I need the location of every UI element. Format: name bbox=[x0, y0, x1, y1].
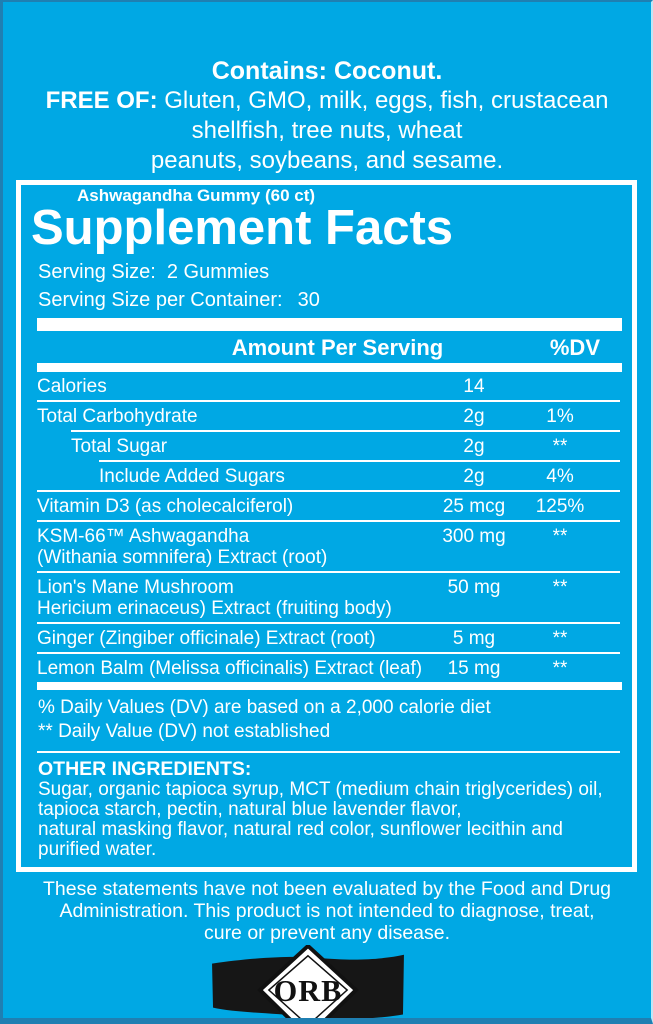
contains-statement: Contains: Coconut. bbox=[211, 57, 443, 85]
nutrient-name: Total Carbohydrate bbox=[37, 406, 198, 427]
other-ingredient-line: tapioca starch, pectin, natural blue lav… bbox=[38, 799, 462, 820]
row-separator bbox=[37, 622, 620, 624]
row-separator bbox=[37, 490, 620, 492]
nutrient-dv: 4% bbox=[546, 466, 574, 487]
fda-disclaimer: These statements have not been evaluated… bbox=[3, 878, 651, 944]
divider-bar-header bbox=[37, 363, 622, 372]
orb-logo: ORB bbox=[3, 945, 632, 1018]
row-separator bbox=[37, 652, 620, 654]
other-ingredient-line: purified water. bbox=[38, 839, 157, 860]
logo-diamond bbox=[257, 945, 359, 1018]
servings-per-container: Serving Size per Container: 30 bbox=[38, 286, 632, 314]
nutrient-amount: 300 mg bbox=[442, 526, 506, 547]
row-separator bbox=[37, 400, 620, 402]
nutrient-amount: 2g bbox=[463, 406, 485, 427]
orb-logo-graphic: ORB bbox=[212, 945, 404, 1018]
serving-size-label: Serving Size: bbox=[38, 261, 156, 283]
nutrient-name: Vitamin D3 (as cholecalciferol) bbox=[37, 496, 294, 517]
nutrient-name: KSM-66™ Ashwagandha (Withania somnifera) … bbox=[37, 526, 328, 568]
table-row: Vitamin D3 (as cholecalciferol) 25 mcg 125… bbox=[21, 492, 632, 520]
table-row: KSM-66™ Ashwagandha (Withania somnifera) … bbox=[21, 522, 632, 571]
other-ingredients: OTHER INGREDIENTS: Sugar, organic tapioc… bbox=[21, 753, 632, 867]
other-ingredients-list: Sugar, organic tapioca syrup, MCT (mediu… bbox=[38, 780, 626, 860]
nutrient-dv: 1% bbox=[546, 406, 574, 427]
servings-per-container-value: 30 bbox=[297, 289, 320, 311]
nutrient-name: Ginger (Zingiber officinale) Extract (ro… bbox=[37, 628, 376, 649]
table-row: Ginger (Zingiber officinale) Extract (ro… bbox=[21, 624, 632, 652]
table-row: Total Carbohydrate 2g 1% bbox=[21, 402, 632, 430]
free-of-line2: shellfish, tree nuts, wheat bbox=[191, 117, 463, 144]
free-of-items: Gluten, GMO, milk, eggs, fish, crustacea… bbox=[157, 87, 609, 114]
fda-disclaimer-line: cure or prevent any disease. bbox=[203, 922, 451, 944]
nutrient-name: Total Sugar bbox=[71, 436, 168, 457]
free-of-line3: peanuts, soybeans, and sesame. bbox=[150, 147, 504, 174]
serving-size: Serving Size: 2 Gummies bbox=[38, 258, 632, 286]
row-separator bbox=[71, 430, 620, 432]
dv-footnotes: % Daily Values (DV) are based on a 2,000… bbox=[21, 690, 632, 751]
table-row: Total Sugar 2g ** bbox=[21, 432, 632, 460]
serving-size-value: 2 Gummies bbox=[166, 261, 270, 283]
nutrient-amount: 2g bbox=[463, 436, 485, 457]
nutrient-table: Calories 14 Total Carbohydrate 2g 1% Total Su… bbox=[21, 372, 632, 682]
fda-disclaimer-line: These statements have not been evaluated… bbox=[42, 878, 612, 900]
divider-bar-top bbox=[37, 318, 622, 331]
other-ingredient-line: Sugar, organic tapioca syrup, MCT (mediu… bbox=[38, 779, 603, 800]
row-separator bbox=[37, 571, 620, 573]
logo-diamond-inner-line bbox=[267, 954, 349, 1018]
nutrient-name: Lemon Balm (Melissa officinalis) Extract… bbox=[37, 658, 423, 679]
nutrient-amount: 15 mg bbox=[447, 658, 501, 679]
fda-disclaimer-line: Administration. This product is not inte… bbox=[59, 900, 595, 922]
nutrient-name: Lion's Mane Mushroom Hericium erinaceus) … bbox=[37, 577, 392, 619]
nutrient-amount: 5 mg bbox=[452, 628, 496, 649]
nutrient-dv: ** bbox=[552, 436, 568, 457]
nutrient-dv: ** bbox=[552, 658, 568, 679]
nutrient-name: Include Added Sugars bbox=[99, 466, 285, 487]
free-of-statement: FREE OF: Gluten, GMO, milk, eggs, fish, … bbox=[3, 86, 651, 116]
divider-bar-bottom bbox=[37, 682, 622, 690]
nutrient-amount: 50 mg bbox=[447, 577, 501, 598]
supplement-facts-panel: Ashwagandha Gummy (60 ct) Supplement Fac… bbox=[16, 180, 637, 872]
dv-footnote-1: % Daily Values (DV) are based on a 2,000… bbox=[38, 697, 491, 718]
other-ingredient-line: natural masking flavor, natural red colo… bbox=[38, 819, 563, 840]
table-row: Lemon Balm (Melissa officinalis) Extract… bbox=[21, 654, 632, 682]
nutrient-dv: ** bbox=[552, 628, 568, 649]
nutrient-dv: 125% bbox=[535, 496, 585, 517]
product-name: Ashwagandha Gummy (60 ct) bbox=[77, 186, 316, 205]
other-ingredients-label: OTHER INGREDIENTS: bbox=[38, 758, 252, 780]
nutrient-amount: 14 bbox=[463, 376, 485, 397]
nutrient-dv: ** bbox=[552, 577, 568, 598]
table-row: Lion's Mane Mushroom Hericium erinaceus) … bbox=[21, 573, 632, 622]
nutrient-amount: 2g bbox=[463, 466, 485, 487]
panel-title: Supplement Facts bbox=[31, 201, 454, 255]
table-row: Include Added Sugars 2g 4% bbox=[21, 462, 632, 490]
footnote-separator bbox=[37, 751, 620, 753]
servings-per-container-label: Serving Size per Container: bbox=[38, 289, 283, 311]
table-row: Calories 14 bbox=[21, 372, 632, 400]
amount-per-serving-header: Amount Per Serving bbox=[231, 335, 444, 360]
row-separator bbox=[37, 520, 620, 522]
table-header-row: Amount Per Serving %DV bbox=[21, 331, 632, 363]
logo-text: ORB bbox=[274, 974, 343, 1008]
allergen-info: Contains: Coconut. FREE OF: Gluten, GMO,… bbox=[3, 2, 651, 176]
dv-footnote-2: ** Daily Value (DV) not established bbox=[38, 721, 331, 742]
nutrient-dv: ** bbox=[552, 526, 568, 547]
free-of-label: FREE OF: bbox=[45, 87, 158, 114]
row-separator bbox=[99, 460, 620, 462]
percent-dv-header: %DV bbox=[549, 335, 600, 360]
nutrient-amount: 25 mcg bbox=[442, 496, 506, 517]
nutrient-name: Calories bbox=[37, 376, 107, 397]
